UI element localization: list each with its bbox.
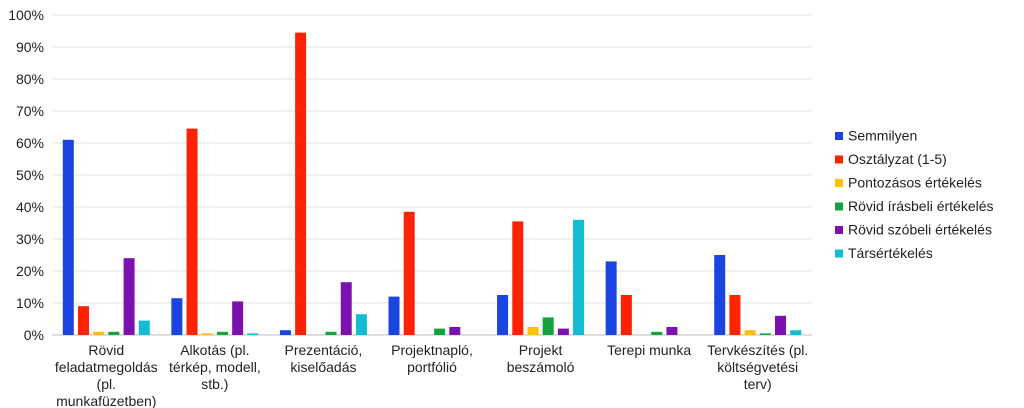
bar [557, 328, 569, 335]
bar [247, 333, 259, 335]
bar [497, 295, 509, 335]
gridlines [52, 14, 812, 336]
bar [512, 221, 524, 335]
bar [279, 330, 291, 335]
x-tick-label: Prezentáció, kiselőadás [285, 342, 363, 375]
x-tick-label-line: Alkotás (pl. [180, 342, 249, 358]
bar [403, 211, 415, 335]
y-tick-label: 30% [16, 231, 44, 247]
x-tick-label-line: Prezentáció, [285, 342, 363, 358]
bar [666, 327, 678, 335]
x-tick-label: Rövid feladatmegoldás (pl. munkafüzetben) [55, 342, 158, 408]
x-tick-label-line: Rövid [88, 342, 124, 358]
bar [216, 331, 228, 335]
bar [744, 330, 756, 335]
x-tick-label-line: Terepi munka [607, 342, 691, 358]
x-tick-label-line: feladatmegoldás [55, 359, 158, 375]
x-tick-label: Terepi munka [607, 342, 691, 358]
bar [449, 327, 461, 335]
y-tick-label: 10% [16, 295, 44, 311]
legend-label: Pontozásos értékelés [848, 175, 982, 191]
legend-swatch [835, 179, 843, 187]
bar [620, 295, 632, 335]
bar [355, 314, 367, 335]
y-tick-label: 60% [16, 135, 44, 151]
legend-swatch [835, 249, 843, 258]
legend-swatch [835, 155, 843, 164]
legend-label: Osztályzat (1-5) [848, 151, 947, 167]
legend-label: Rövid szóbeli értékelés [848, 222, 992, 238]
bar [232, 301, 244, 335]
legend-label: Rövid írásbeli értékelés [848, 198, 994, 214]
bar [186, 128, 198, 335]
x-tick-label: Tervkészítés (pl. költségvetési terv) [707, 342, 808, 392]
x-tick-label-line: beszámoló [507, 359, 575, 375]
y-tick-label: 100% [8, 7, 44, 23]
legend-swatch [835, 226, 843, 234]
bar [201, 333, 213, 335]
x-tick-label-line: munkafüzetben) [56, 393, 156, 408]
y-tick-label: 80% [16, 71, 44, 87]
bar [325, 331, 337, 335]
x-tick-label-line: portfólió [407, 359, 457, 375]
bar [108, 331, 120, 335]
y-tick-label: 40% [16, 199, 44, 215]
y-tick-label: 70% [16, 103, 44, 119]
bar [340, 282, 352, 335]
x-tick-label-line: Projekt [519, 342, 563, 358]
x-tick-label: Projekt beszámoló [507, 342, 575, 375]
bar [605, 261, 617, 335]
bar [138, 320, 150, 335]
y-tick-label: 0% [24, 327, 44, 343]
bar [651, 331, 663, 335]
x-tick-label-line: kiselőadás [290, 359, 356, 375]
bar [123, 258, 135, 335]
bar [295, 32, 307, 335]
bar [775, 315, 787, 335]
legend-label: Semmilyen [848, 128, 917, 144]
bar [388, 296, 400, 335]
legend: Semmilyen Osztályzat (1-5) Pontozásos érté… [835, 128, 994, 261]
x-tick-label-line: költségvetési [717, 359, 798, 375]
y-axis: 0% 10% 20% 30% 40% 50% 60% 70% 80% 90% 100% [8, 7, 44, 343]
y-tick-label: 20% [16, 263, 44, 279]
x-tick-label-line: stb.) [201, 376, 228, 392]
x-tick-label-line: térkép, modell, [169, 359, 261, 375]
bar [527, 327, 539, 335]
y-tick-label: 50% [16, 167, 44, 183]
bar [77, 306, 89, 335]
bar [790, 330, 802, 335]
x-tick-label-line: terv) [744, 376, 772, 392]
bar [434, 328, 446, 335]
bars [62, 32, 802, 335]
x-tick-label-line: Tervkészítés (pl. [707, 342, 808, 358]
legend-swatch [835, 202, 843, 211]
bar [542, 317, 554, 335]
legend-swatch [835, 132, 843, 140]
bar [62, 139, 74, 335]
bar [714, 255, 726, 335]
bar [573, 219, 585, 335]
bar [759, 333, 771, 335]
x-axis: Rövid feladatmegoldás (pl. munkafüzetben)Al… [55, 342, 808, 408]
legend-label: Társértékelés [848, 245, 933, 261]
bar [729, 295, 741, 335]
x-tick-label: Projektnapló, portfólió [391, 342, 473, 375]
x-tick-label-line: Projektnapló, [391, 342, 473, 358]
bar [93, 331, 105, 335]
y-tick-label: 90% [16, 39, 44, 55]
bar [171, 298, 183, 335]
x-tick-label-line: (pl. [97, 376, 116, 392]
x-tick-label: Alkotás (pl. térkép, modell, stb.) [169, 342, 261, 392]
